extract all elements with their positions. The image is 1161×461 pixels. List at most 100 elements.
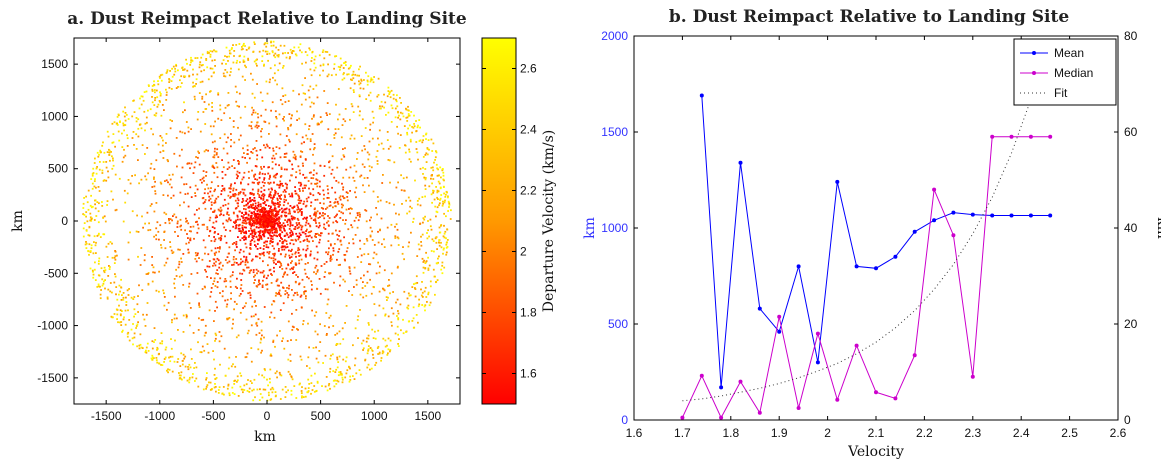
scatter-point: [228, 260, 231, 263]
scatter-point: [102, 141, 104, 144]
scatter-point: [202, 111, 205, 113]
scatter-point: [370, 348, 373, 351]
scatter-point: [249, 247, 252, 249]
scatter-point: [194, 258, 197, 260]
scatter-point: [302, 231, 305, 234]
scatter-point: [254, 222, 256, 225]
scatter-point: [293, 46, 296, 49]
scatter-point: [366, 239, 369, 242]
scatter-point: [193, 367, 195, 369]
scatter-point: [153, 327, 156, 329]
scatter-point: [289, 124, 292, 127]
scatter-point: [352, 242, 355, 245]
scatter-point: [274, 56, 277, 59]
scatter-point: [399, 303, 402, 306]
scatter-point: [291, 114, 293, 117]
scatter-point: [187, 237, 189, 239]
scatter-point: [249, 197, 251, 200]
scatter-point: [154, 114, 157, 117]
scatter-point: [92, 167, 95, 170]
scatter-point: [269, 220, 271, 223]
scatter-point: [308, 96, 311, 99]
scatter-point: [292, 89, 295, 92]
scatter-point: [348, 266, 351, 269]
scatter-point: [291, 267, 293, 270]
scatter-point: [223, 226, 226, 229]
scatter-point: [194, 192, 196, 194]
scatter-point: [228, 392, 231, 395]
scatter-point: [131, 337, 134, 340]
x-tick-label: 0: [264, 409, 271, 423]
scatter-point: [284, 101, 287, 103]
scatter-point: [309, 215, 312, 217]
scatter-point: [238, 227, 241, 230]
scatter-point: [209, 295, 212, 298]
scatter-point: [366, 352, 369, 355]
scatter-point: [198, 217, 200, 220]
scatter-point: [430, 228, 433, 231]
scatter-point: [166, 70, 169, 73]
scatter-point: [232, 120, 235, 122]
scatter-point: [252, 271, 255, 274]
scatter-point: [329, 260, 332, 262]
scatter-point: [353, 180, 356, 182]
scatter-point: [176, 165, 178, 168]
scatter-point: [146, 211, 149, 214]
scatter-point: [304, 272, 307, 275]
scatter-point: [281, 248, 284, 251]
scatter-point: [307, 180, 310, 182]
scatter-point: [241, 156, 244, 159]
scatter-point: [226, 317, 228, 320]
colorbar: [481, 37, 517, 405]
scatter-point: [275, 227, 278, 230]
scatter-point: [310, 177, 313, 179]
scatter-point: [298, 197, 301, 200]
scatter-point: [94, 178, 96, 180]
scatter-point: [131, 115, 134, 118]
scatter-point: [194, 195, 197, 197]
scatter-point: [319, 292, 322, 295]
scatter-point: [198, 152, 200, 154]
scatter-point: [153, 178, 155, 180]
scatter-point: [144, 351, 147, 353]
scatter-point: [302, 187, 304, 190]
scatter-point: [264, 388, 267, 391]
scatter-point: [156, 361, 159, 364]
scatter-point: [144, 325, 147, 327]
scatter-point: [151, 280, 154, 283]
scatter-point: [342, 188, 344, 191]
scatter-point: [259, 208, 262, 211]
scatter-point: [147, 350, 150, 352]
scatter-point: [115, 208, 118, 211]
scatter-point: [407, 109, 410, 112]
scatter-point: [250, 121, 253, 123]
scatter-point: [303, 184, 306, 187]
scatter-point: [316, 258, 319, 261]
scatter-point: [250, 360, 253, 363]
scatter-point: [364, 148, 366, 151]
scatter-point: [151, 264, 154, 266]
scatter-point: [189, 64, 192, 66]
scatter-point: [278, 226, 281, 229]
scatter-point: [436, 191, 439, 194]
scatter-point: [217, 208, 220, 211]
scatter-point: [127, 118, 130, 120]
scatter-point: [296, 235, 299, 238]
scatter-point: [341, 182, 343, 185]
scatter-point: [159, 135, 162, 137]
scatter-point: [164, 247, 167, 250]
scatter-point: [216, 257, 219, 260]
scatter-point: [149, 167, 152, 170]
scatter-point: [287, 296, 289, 299]
scatter-point: [189, 307, 192, 309]
scatter-point: [256, 238, 259, 241]
scatter-point: [258, 50, 261, 53]
scatter-point: [131, 210, 134, 213]
scatter-point: [189, 376, 191, 379]
scatter-point: [161, 144, 164, 147]
scatter-point: [245, 246, 248, 249]
scatter-point: [373, 251, 376, 254]
y-tick-label: -1500: [37, 371, 68, 385]
scatter-point: [200, 64, 203, 67]
scatter-point: [279, 266, 281, 268]
